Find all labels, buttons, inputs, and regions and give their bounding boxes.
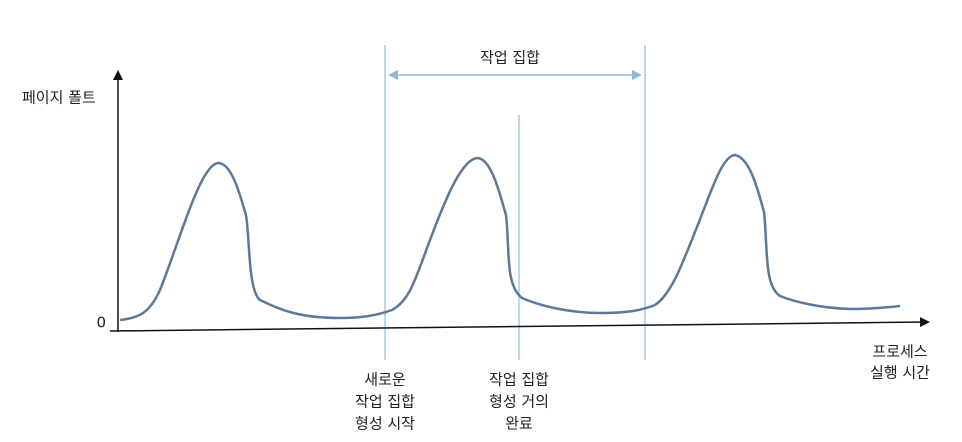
start-label: 새로운 bbox=[364, 371, 406, 389]
x-axis bbox=[109, 317, 930, 332]
x-axis-label: 실행 시간 bbox=[870, 364, 930, 382]
near-complete-label: 작업 집합 bbox=[489, 371, 549, 389]
start-label: 형성 시작 bbox=[355, 415, 415, 433]
page-fault-curve bbox=[119, 153, 901, 322]
start-label: 작업 집합 bbox=[355, 393, 415, 411]
near-complete-label: 완료 bbox=[505, 415, 533, 433]
working-set-label: 작업 집합 bbox=[480, 49, 540, 67]
y-axis-label: 페이지 폴트 bbox=[22, 89, 96, 107]
near-complete-label: 형성 거의 bbox=[489, 393, 549, 411]
x-axis-label: 프로세스 bbox=[872, 343, 927, 361]
origin-label: 0 bbox=[96, 314, 106, 332]
